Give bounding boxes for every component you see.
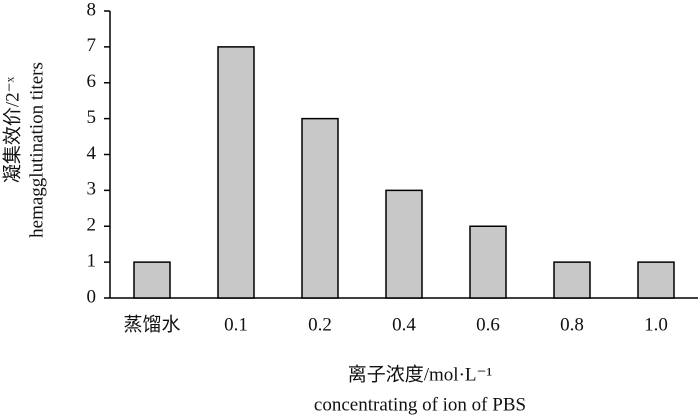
y-axis-label: 凝集效价/2⁻ˣ xyxy=(1,76,23,183)
y-tick-label: 7 xyxy=(87,35,97,56)
x-axis-label: 离子浓度/mol·L⁻¹ xyxy=(348,363,493,385)
y-tick-label: 2 xyxy=(87,215,97,236)
x-tick-label: 0.2 xyxy=(308,314,332,335)
y-axis-label: hemagglutination titers xyxy=(26,62,47,238)
bar xyxy=(469,225,507,299)
x-tick-label: 1.0 xyxy=(644,314,668,335)
bar xyxy=(217,46,255,299)
y-tick-label: 1 xyxy=(87,250,97,271)
bar xyxy=(637,261,675,299)
x-tick-label: 0.6 xyxy=(476,314,500,335)
bar xyxy=(385,189,423,299)
y-tick-label: 4 xyxy=(87,143,97,164)
bar xyxy=(553,261,591,299)
x-tick-label: 0.4 xyxy=(392,314,416,335)
y-tick-label: 0 xyxy=(87,286,97,307)
x-tick-label: 0.8 xyxy=(560,314,584,335)
x-tick-label: 0.1 xyxy=(224,314,248,335)
x-tick-label: 蒸馏水 xyxy=(123,313,180,335)
y-tick-label: 3 xyxy=(87,179,97,200)
bar xyxy=(301,117,339,299)
bar xyxy=(133,261,171,299)
x-axis-label: concentrating of ion of PBS xyxy=(314,394,526,415)
y-tick-label: 8 xyxy=(87,0,97,20)
y-tick-label: 6 xyxy=(87,71,97,92)
y-tick-label: 5 xyxy=(87,107,97,128)
